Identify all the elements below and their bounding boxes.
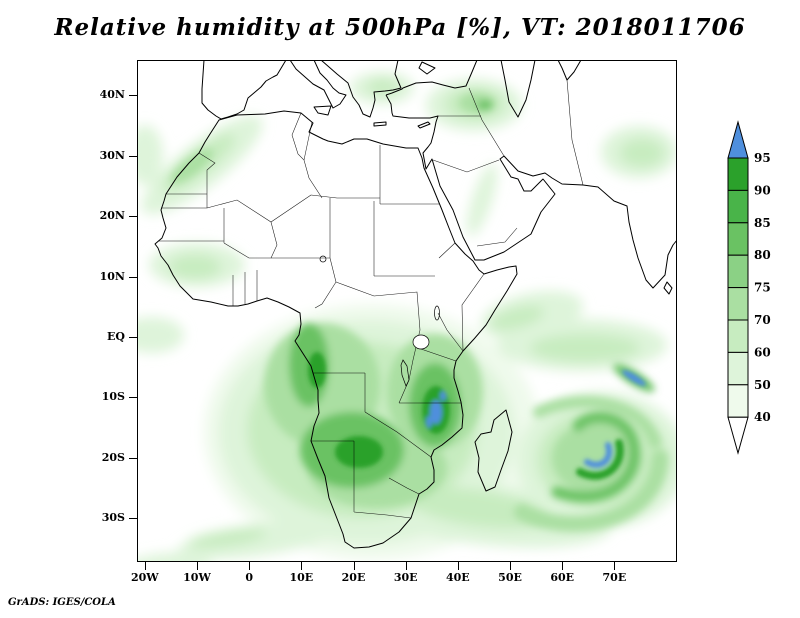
colorbar-segment [727, 254, 749, 289]
balkans-coastline [320, 60, 402, 118]
lon-tick [144, 562, 146, 570]
lake-victoria [412, 334, 430, 350]
lon-tick [510, 562, 512, 570]
colorbar-top-arrow [727, 120, 749, 159]
lat-tick [129, 397, 137, 399]
colorbar: 95 90 85 80 75 70 60 50 40 [722, 120, 782, 465]
colorbar-tick-label: 60 [754, 345, 771, 359]
lon-tick [249, 562, 251, 570]
colorbar-segment [727, 189, 749, 224]
humidity-field [137, 72, 677, 562]
country-borders [159, 79, 584, 519]
lat-tick-label: 30S [101, 511, 125, 525]
colorbar-tick-label: 95 [754, 151, 771, 165]
coastlines [154, 60, 677, 549]
lat-tick [129, 518, 137, 520]
colorbar-segment [727, 384, 749, 418]
lon-tick-label: 30E [393, 571, 418, 584]
lat-tick [129, 457, 137, 459]
colorbar-tick-label: 75 [754, 281, 771, 295]
crete-coastline [373, 121, 387, 127]
madagascar-coastline [474, 409, 513, 492]
colorbar-segment [727, 351, 749, 386]
lat-tick-label: 30N [99, 148, 125, 162]
colorbar-tick-label: 70 [754, 313, 771, 327]
colorbar-tick-label: 40 [754, 410, 771, 424]
lon-tick [562, 562, 564, 570]
lat-tick [129, 155, 137, 157]
lat-tick [129, 95, 137, 97]
lon-tick-label: 40E [446, 571, 470, 584]
chart-title: Relative humidity at 500hPa [%], VT: 201… [54, 14, 746, 41]
grads-credit: GrADS: IGES/COLA [8, 597, 116, 608]
africa-coastline [154, 110, 518, 549]
cyclone-spiral [308, 352, 647, 480]
lakes [319, 255, 440, 387]
lon-tick-label: 20E [341, 571, 366, 584]
lake-turkana [434, 305, 440, 321]
lon-tick [405, 562, 407, 570]
colorbar-tick-label: 85 [754, 216, 771, 230]
lon-tick [614, 562, 616, 570]
colorbar-tick-label: 50 [754, 378, 771, 392]
italy-coastline [289, 60, 347, 109]
map-plot [137, 60, 677, 562]
lon-tick-label: 0 [245, 571, 253, 584]
map-svg [137, 60, 677, 562]
lon-tick-label: 10W [183, 571, 211, 584]
colorbar-tick-label: 80 [754, 248, 771, 262]
colorbar-segment [727, 287, 749, 321]
colorbar-svg: 95 90 85 80 75 70 60 50 40 [727, 120, 771, 455]
lon-tick-label: 20W [130, 571, 159, 584]
lake-chad [319, 255, 327, 263]
lat-tick-label: 10N [99, 269, 125, 283]
lon-tick-label: 10E [289, 571, 314, 584]
lat-tick [129, 337, 137, 338]
lat-tick-label: 40N [99, 88, 125, 102]
sicily-coastline [313, 105, 332, 116]
colorbar-segment [727, 319, 749, 353]
colorbar-segment [727, 222, 749, 256]
lat-tick-label: EQ [107, 330, 125, 343]
plot-frame [137, 60, 677, 562]
colorbar-bottom-arrow [727, 416, 749, 455]
lon-tick-label: 70E [602, 571, 627, 584]
srilanka-coastline [663, 281, 673, 295]
colorbar-segment [727, 157, 749, 191]
iberia-coastline [201, 60, 287, 120]
crimea-coastline [418, 61, 436, 75]
lat-tick [129, 276, 137, 278]
lon-tick-label: 50E [498, 571, 522, 584]
lat-tick [129, 216, 137, 218]
lon-tick [301, 562, 303, 570]
colorbar-tick-label: 90 [754, 183, 771, 197]
asia-coastline [385, 60, 677, 289]
lon-tick [353, 562, 355, 570]
lat-tick-label: 10S [101, 390, 125, 404]
lat-tick-label: 20S [101, 450, 125, 464]
lake-tanganyika [400, 359, 410, 387]
lon-tick-label: 60E [550, 571, 575, 584]
lat-tick-label: 20N [99, 209, 125, 223]
lon-tick [457, 562, 459, 570]
cyprus-coastline [417, 121, 431, 129]
lon-tick [197, 562, 198, 570]
